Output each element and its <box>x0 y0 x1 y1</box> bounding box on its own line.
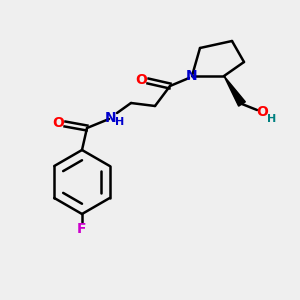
Text: O: O <box>52 116 64 130</box>
Text: N: N <box>186 69 198 83</box>
Text: O: O <box>256 105 268 119</box>
Polygon shape <box>224 76 245 106</box>
Text: F: F <box>77 222 87 236</box>
Text: H: H <box>267 114 277 124</box>
Text: N: N <box>105 111 117 125</box>
Text: H: H <box>116 117 124 127</box>
Text: O: O <box>135 73 147 87</box>
